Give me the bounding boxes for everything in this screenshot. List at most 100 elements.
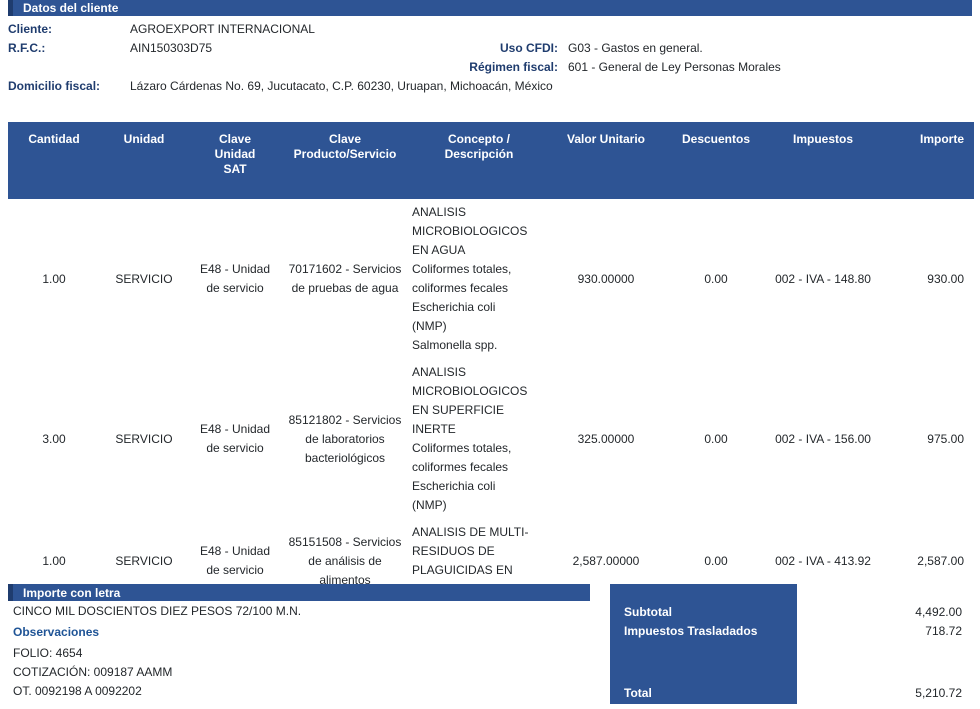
client-field-row: Cliente: AGROEXPORT INTERNACIONAL (8, 22, 972, 41)
cell-importe: 2,587.00 (917, 553, 964, 568)
table-row: 3.00 SERVICIO E48 - Unidad de servicio 8… (8, 359, 974, 519)
cell-cantidad: 3.00 (42, 431, 66, 446)
cell-clave-producto-servicio: 85151508 - Servicios de análisis de alim… (288, 534, 402, 587)
cell-valor-unitario: 2,587.00000 (572, 553, 640, 568)
totals-value-total: 5,210.72 (915, 686, 962, 700)
client-value-cliente: AGROEXPORT INTERNACIONAL (130, 22, 315, 36)
client-label-rfc: R.F.C.: (8, 41, 46, 55)
table-row: 1.00 SERVICIO E48 - Unidad de servicio 7… (8, 199, 974, 359)
cell-impuestos: 002 - IVA - 156.00 (775, 431, 871, 446)
header-line: SAT (223, 162, 247, 176)
descripcion-line: Escherichia coli (412, 479, 496, 493)
descripcion-line: coliformes fecales (412, 460, 509, 474)
column-header-clave-unidad-sat: Clave Unidad SAT (188, 122, 282, 199)
column-header-valor-unitario: Valor Unitario (550, 122, 662, 199)
descripcion-line: ANALISIS DE MULTI- (412, 525, 529, 539)
cell-descuentos: 0.00 (704, 553, 728, 568)
descripcion-line: (NMP) (412, 498, 447, 512)
cell-cantidad: 1.00 (42, 553, 66, 568)
observation-line: FOLIO: 4654 (13, 646, 83, 660)
descripcion-line: ANALISIS (412, 365, 467, 379)
totals-label-impuestos-trasladados: Impuestos Trasladados (624, 624, 758, 638)
descripcion-line: MICROBIOLOGICOS (412, 224, 528, 238)
column-header-cantidad: Cantidad (8, 122, 100, 199)
totals-label-subtotal: Subtotal (624, 605, 672, 619)
cfdi-label-uso: Uso CFDI: (500, 41, 558, 55)
descripcion-line: Escherichia coli (412, 300, 496, 314)
header-line: Descuentos (681, 132, 751, 146)
cell-valor-unitario: 930.00000 (577, 271, 635, 286)
descripcion-line: coliformes fecales (412, 281, 509, 295)
cell-clave-unidad-sat: E48 - Unidad de servicio (199, 544, 271, 577)
cfdi-value-regimen: 601 - General de Ley Personas Morales (568, 60, 781, 74)
descripcion-line: Coliformes totales, (412, 441, 512, 455)
totals-labels-panel: Subtotal Impuestos Trasladados Total (610, 584, 797, 704)
client-fields-grid: Cliente: AGROEXPORT INTERNACIONAL R.F.C.… (8, 22, 972, 98)
concepts-table: Cantidad Unidad Clave Unidad SAT Clave P… (8, 122, 974, 603)
column-header-impuestos: Impuestos (770, 122, 876, 199)
descripcion-line: (NMP) (412, 319, 447, 333)
descripcion-line: ANALISIS (412, 205, 467, 219)
client-field-row: Domicilio fiscal: Lázaro Cárdenas No. 69… (8, 79, 972, 98)
column-header-clave-producto-servicio: Clave Producto/Servicio (282, 122, 408, 199)
cfdi-value-uso: G03 - Gastos en general. (568, 41, 703, 55)
cell-unidad: SERVICIO (115, 553, 173, 568)
totals-values-panel: 4,492.00 718.72 5,210.72 (797, 584, 972, 704)
amount-in-words-title: Importe con letra (8, 584, 590, 601)
cfdi-field-row: Uso CFDI: G03 - Gastos en general. (428, 41, 781, 60)
client-label-cliente: Cliente: (8, 22, 53, 36)
cell-descripcion: ANALISIS MICROBIOLOGICOS EN SUPERFICIE I… (408, 359, 550, 519)
cell-clave-producto-servicio: 85121802 - Servicios de laboratorios bac… (288, 412, 402, 465)
cell-impuestos: 002 - IVA - 148.80 (775, 271, 871, 286)
cfdi-field-row: Régimen fiscal: 601 - General de Ley Per… (428, 60, 781, 79)
header-line: Impuestos (792, 132, 853, 146)
header-line: Valor Unitario (566, 132, 646, 146)
totals-value-impuestos-trasladados: 718.72 (925, 624, 962, 638)
column-header-concepto-descripcion: Concepto / Descripción (408, 122, 550, 199)
totals-value-subtotal: 4,492.00 (915, 605, 962, 619)
cell-clave-unidad-sat: E48 - Unidad de servicio (199, 262, 271, 295)
client-field-row: R.F.C.: AIN150303D75 (8, 41, 972, 60)
cell-descuentos: 0.00 (704, 431, 728, 446)
concepts-table-header: Cantidad Unidad Clave Unidad SAT Clave P… (8, 122, 974, 199)
amount-in-words-text: CINCO MIL DOSCIENTOS DIEZ PESOS 72/100 M… (13, 604, 302, 618)
header-line: Producto/Servicio (293, 147, 397, 161)
totals-label-total: Total (624, 686, 652, 700)
cell-descuentos: 0.00 (704, 271, 728, 286)
descripcion-line: Salmonella spp. (412, 338, 498, 352)
cell-clave-unidad-sat: E48 - Unidad de servicio (199, 422, 271, 455)
column-header-descuentos: Descuentos (662, 122, 770, 199)
client-value-rfc: AIN150303D75 (130, 41, 213, 55)
column-header-unidad: Unidad (100, 122, 188, 199)
cell-impuestos: 002 - IVA - 413.92 (775, 553, 871, 568)
header-line: Descripción (444, 147, 514, 161)
descripcion-line: PLAGUICIDAS EN (412, 563, 513, 577)
observations-title: Observaciones (13, 625, 100, 639)
cell-unidad: SERVICIO (115, 431, 173, 446)
descripcion-line: EN AGUA (412, 243, 466, 257)
table-row: 1.00 SERVICIO E48 - Unidad de servicio 8… (8, 519, 974, 603)
header-line: Unidad (123, 132, 165, 146)
cell-descripcion: ANALISIS MICROBIOLOGICOS EN AGUA Colifor… (408, 199, 550, 359)
descripcion-line: INERTE (412, 422, 456, 436)
client-label-domicilio: Domicilio fiscal: (8, 79, 101, 93)
cfdi-fields-block: Uso CFDI: G03 - Gastos en general. Régim… (428, 41, 781, 79)
client-value-domicilio: Lázaro Cárdenas No. 69, Jucutacato, C.P.… (130, 79, 553, 93)
header-line: Concepto / (448, 132, 510, 146)
cell-unidad: SERVICIO (115, 271, 173, 286)
header-line: Cantidad (28, 132, 80, 146)
header-line: Importe (919, 132, 964, 146)
cell-clave-producto-servicio: 70171602 - Servicios de pruebas de agua (288, 262, 402, 295)
header-line: Clave (218, 132, 252, 146)
client-section-title: Datos del cliente (8, 0, 972, 16)
cell-valor-unitario: 325.00000 (577, 431, 635, 446)
column-header-importe: Importe (876, 122, 974, 199)
header-line: Clave (328, 132, 362, 146)
descripcion-line: Coliformes totales, (412, 262, 512, 276)
descripcion-line: EN SUPERFICIE (412, 403, 505, 417)
observation-line: COTIZACIÓN: 009187 AAMM (13, 665, 173, 679)
cell-cantidad: 1.00 (42, 271, 66, 286)
observation-line: OT. 0092198 A 0092202 (13, 684, 142, 698)
cell-importe: 975.00 (927, 431, 964, 446)
observations-body: FOLIO: 4654 COTIZACIÓN: 009187 AAMM OT. … (13, 644, 593, 701)
